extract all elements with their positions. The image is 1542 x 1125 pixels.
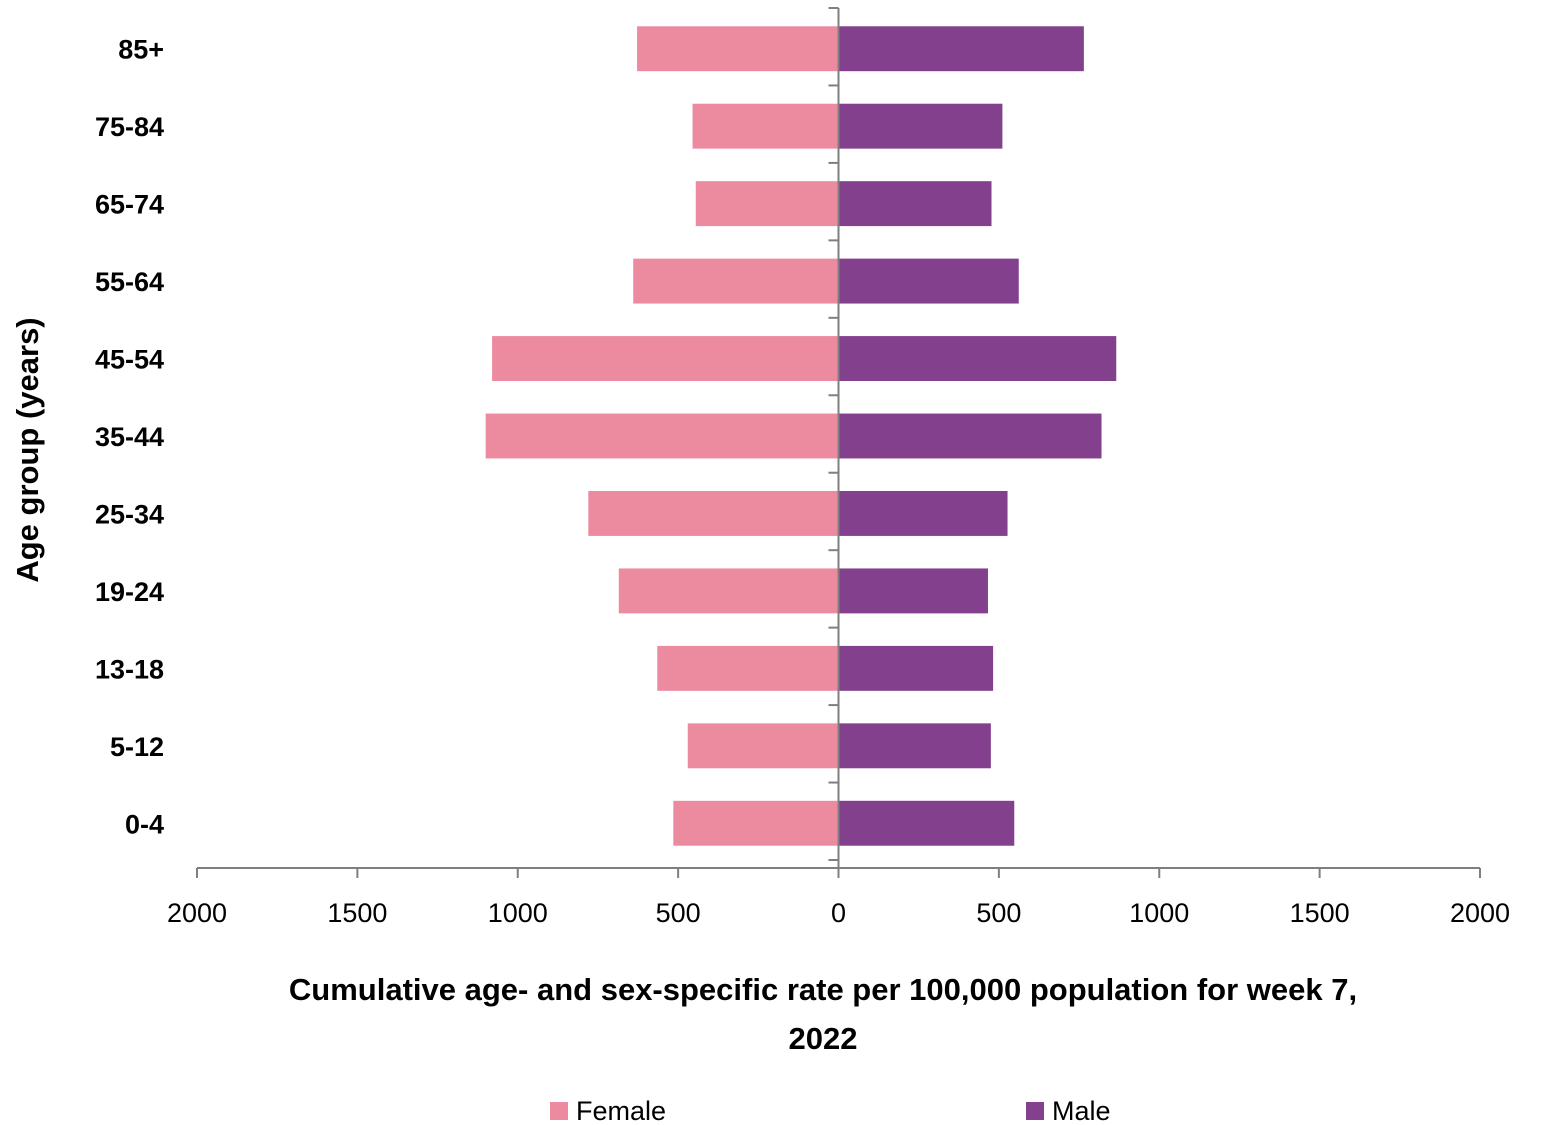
legend-swatch-male [1026, 1102, 1044, 1120]
bar-male-13-18 [838, 645, 994, 691]
bar-male-85+ [838, 26, 1084, 72]
y-axis-title: Age group (years) [10, 317, 45, 582]
bar-male-45-54 [838, 336, 1117, 382]
category-label-75-84: 75-84 [95, 112, 164, 142]
x-tick-label: 1000 [1129, 898, 1189, 928]
category-label-0-4: 0-4 [125, 809, 164, 839]
bar-female-85+ [637, 26, 839, 72]
x-tick-label: 2000 [167, 898, 227, 928]
category-label-5-12: 5-12 [110, 732, 164, 762]
axes-group [196, 7, 1481, 878]
category-label-19-24: 19-24 [95, 577, 164, 607]
bar-male-65-74 [838, 181, 992, 227]
x-tick-label: 1500 [327, 898, 387, 928]
x-tick-label: 1500 [1290, 898, 1350, 928]
bar-female-35-44 [485, 413, 839, 459]
bar-female-45-54 [492, 336, 839, 382]
legend-label-male: Male [1052, 1096, 1111, 1125]
category-label-85+: 85+ [118, 35, 164, 65]
bar-female-55-64 [633, 258, 839, 304]
x-axis-title-line-1: Cumulative age- and sex-specific rate pe… [289, 972, 1357, 1007]
bar-male-0-4 [838, 800, 1015, 846]
legend: Female Male [550, 1096, 1111, 1125]
legend-label-female: Female [576, 1096, 666, 1125]
bar-female-13-18 [657, 645, 839, 691]
x-tick-label: 500 [976, 898, 1021, 928]
bar-male-19-24 [838, 568, 988, 614]
bar-female-19-24 [618, 568, 839, 614]
bar-female-75-84 [692, 103, 839, 149]
category-label-45-54: 45-54 [95, 345, 164, 375]
bar-male-25-34 [838, 490, 1008, 536]
bar-female-5-12 [687, 723, 839, 769]
x-axis-title-line-2: 2022 [789, 1021, 858, 1056]
bar-male-75-84 [838, 103, 1003, 149]
bar-male-55-64 [838, 258, 1019, 304]
x-tick-label: 2000 [1450, 898, 1510, 928]
category-label-25-34: 25-34 [95, 499, 164, 529]
x-tick-label: 1000 [488, 898, 548, 928]
bars-group [485, 26, 1117, 846]
bar-female-25-34 [588, 490, 839, 536]
category-label-35-44: 35-44 [95, 422, 164, 452]
legend-swatch-female [550, 1102, 568, 1120]
bar-female-65-74 [695, 181, 839, 227]
category-label-55-64: 55-64 [95, 267, 164, 297]
bar-male-5-12 [838, 723, 991, 769]
labels-group: 2000 1500 1000 500 0 500 1000 1500 2000 0-4 5-12 13… [95, 35, 1510, 928]
category-label-13-18: 13-18 [95, 654, 164, 684]
bar-male-35-44 [838, 413, 1102, 459]
x-tick-label: 500 [656, 898, 701, 928]
x-tick-label: 0 [831, 898, 846, 928]
category-label-65-74: 65-74 [95, 190, 164, 220]
bar-female-0-4 [673, 800, 839, 846]
